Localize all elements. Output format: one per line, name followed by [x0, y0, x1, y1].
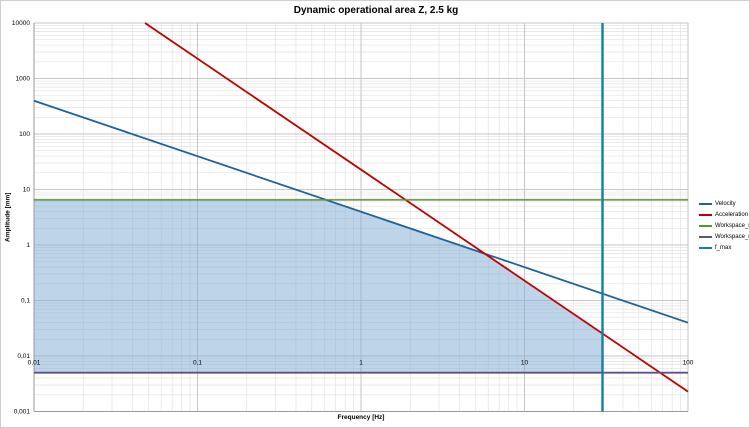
legend-label-workspace-min: Workspace_min [715, 233, 749, 240]
x-tick-label: 0,01 [28, 360, 41, 367]
y-tick-label: 1 [26, 242, 30, 249]
y-tick-label: 1000 [16, 76, 31, 83]
x-tick-label: 0,1 [193, 360, 202, 367]
legend-item-acceleration: Acceleration [699, 209, 749, 220]
legend-item-workspace-min: Workspace_min [699, 231, 749, 242]
series-acceleration [144, 22, 689, 393]
legend-item-f-max: f_max [699, 242, 749, 253]
series-velocity [33, 99, 689, 324]
legend-swatch-velocity [699, 202, 712, 205]
legend-item-velocity: Velocity [699, 198, 749, 209]
legend-swatch-f-max [699, 246, 712, 249]
y-tick-label: 0,1 [21, 298, 30, 305]
x-tick-label: 100 [683, 360, 694, 367]
y-tick-label: 10 [23, 187, 31, 194]
legend-item-workspace-max: Workspace_max [699, 220, 749, 231]
y-tick-label: 100 [19, 131, 30, 138]
legend-label-workspace-max: Workspace_max [715, 222, 749, 229]
legend-swatch-workspace-max [699, 224, 712, 227]
y-tick-label: 10000 [12, 20, 30, 27]
legend: Velocity Acceleration Workspace_max Workspa… [699, 198, 749, 253]
operational-area [34, 199, 603, 373]
chart-title: Dynamic operational area Z, 2.5 kg [293, 5, 459, 16]
legend-label-velocity: Velocity [715, 200, 736, 207]
legend-label-f-max: f_max [715, 244, 732, 251]
x-tick-label: 10 [521, 360, 529, 367]
x-axis-title: Frequency [Hz] [337, 414, 385, 421]
legend-swatch-workspace-min [699, 235, 712, 238]
y-tick-label: 0,001 [14, 409, 31, 416]
legend-label-acceleration: Acceleration [715, 211, 749, 218]
x-tick-label: 1 [359, 360, 363, 367]
legend-swatch-acceleration [699, 213, 712, 216]
y-axis-title: Amplitude [mm] [4, 192, 12, 243]
y-tick-label: 0,01 [17, 353, 30, 360]
